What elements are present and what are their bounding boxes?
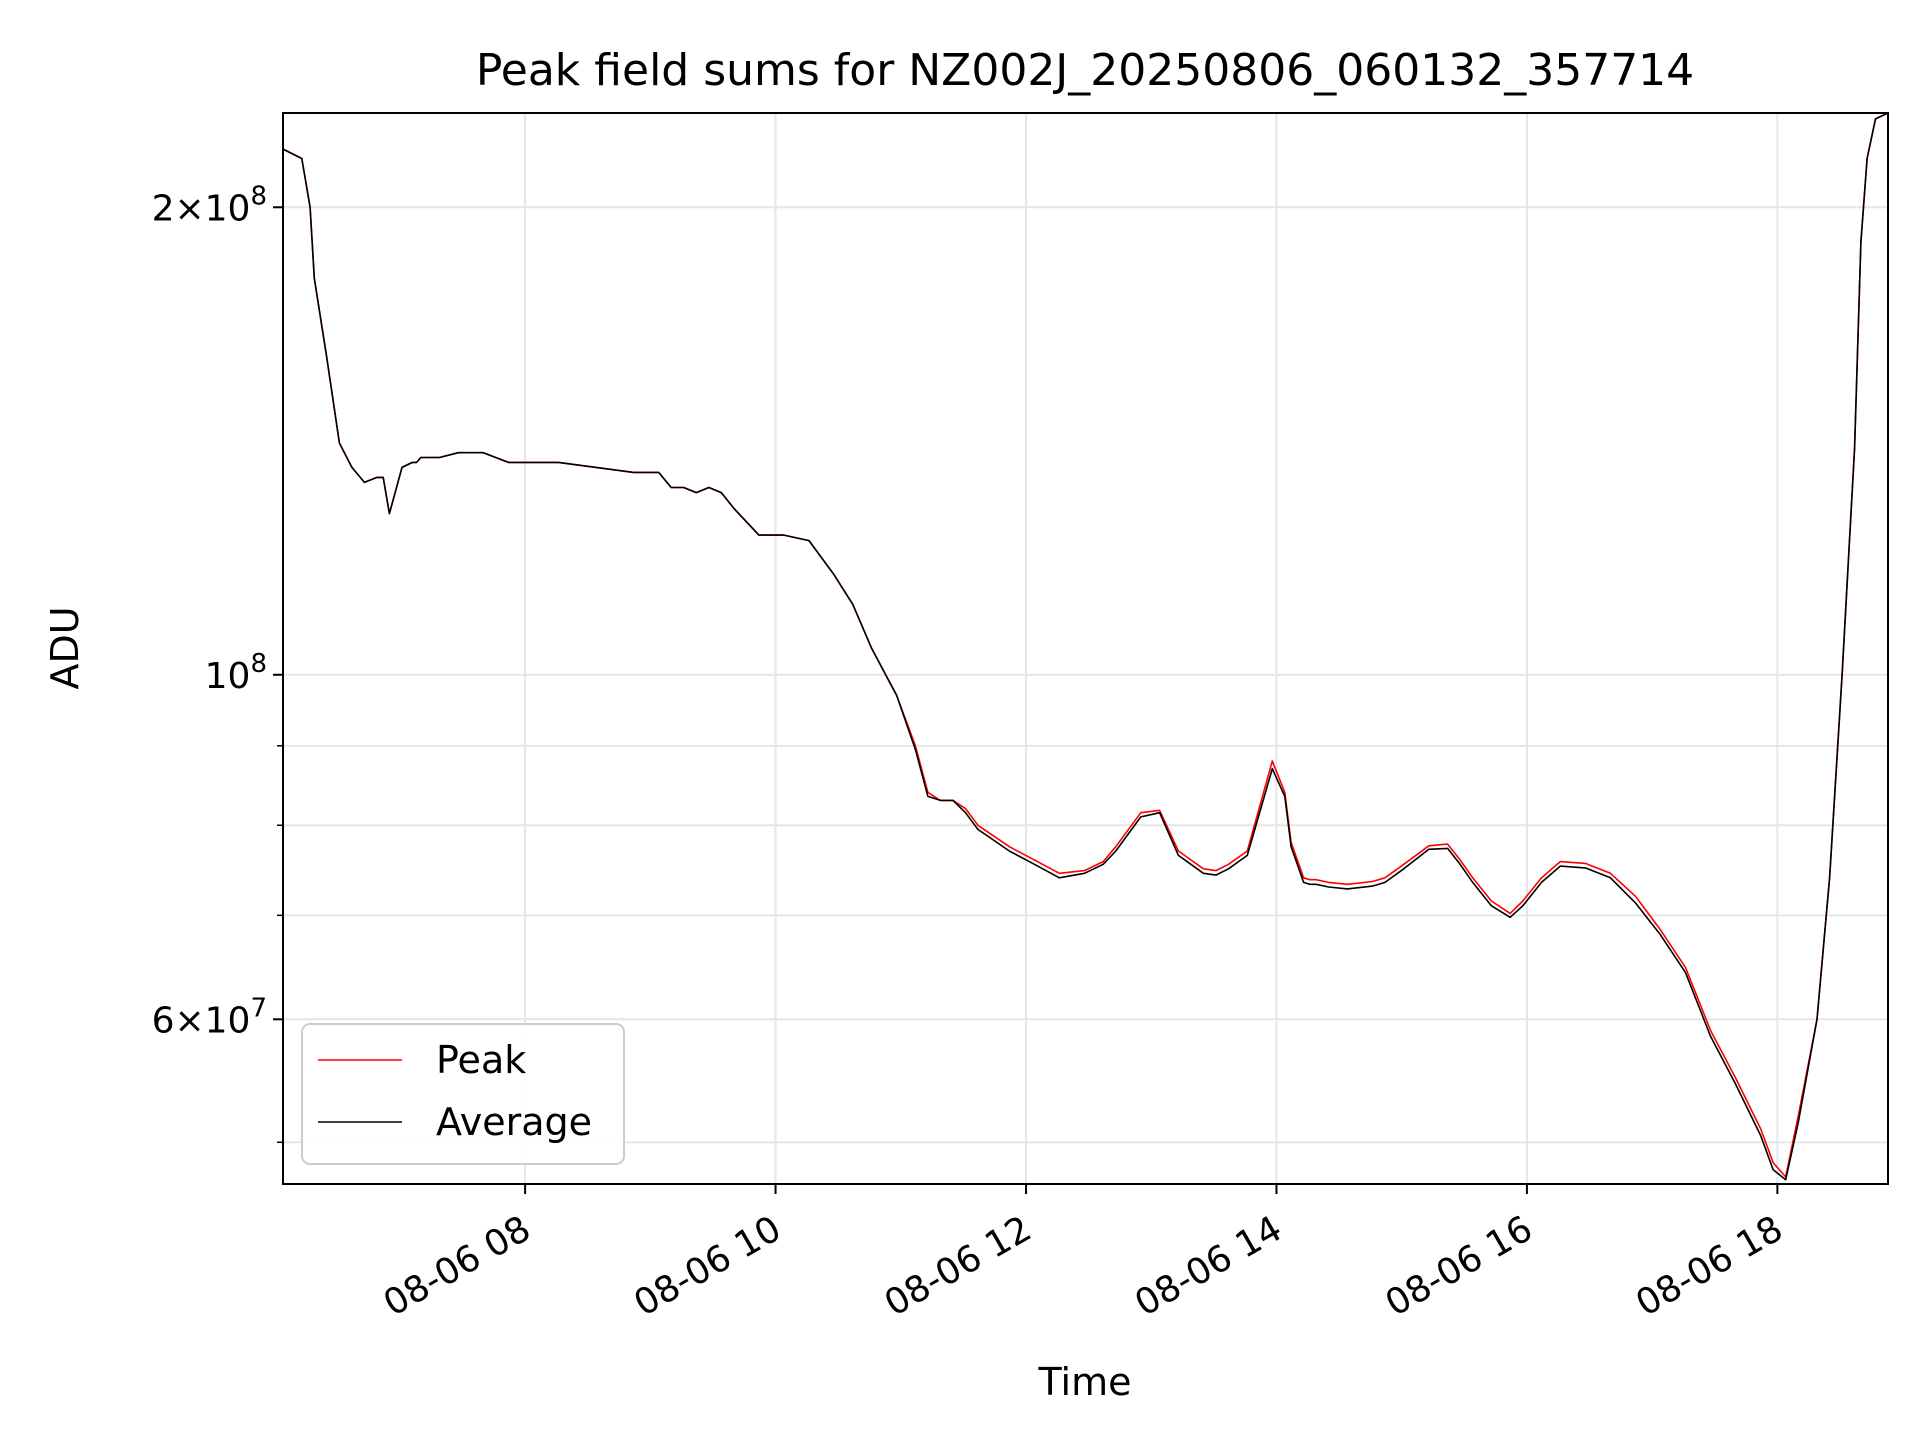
y-axis-label: ADU <box>43 606 87 689</box>
series-line-peak <box>283 113 1888 1178</box>
x-tick-label: 08-06 14 <box>1128 1208 1289 1324</box>
x-tick-label: 08-06 10 <box>627 1208 788 1324</box>
x-tick-label: 08-06 12 <box>878 1208 1039 1324</box>
plot-frame <box>282 112 1889 1185</box>
grid-lines <box>283 113 1888 1184</box>
y-tick-label: 108 <box>205 649 267 697</box>
y-axis-ticks: 2×108 108 6×107 <box>152 181 283 1144</box>
x-tick-label: 08-06 16 <box>1379 1208 1540 1324</box>
legend-label-average: Average <box>436 1100 592 1144</box>
legend-label-peak: Peak <box>436 1038 526 1082</box>
chart-title: Peak field sums for NZ002J_20250806_0601… <box>476 45 1694 96</box>
series-line-average <box>283 113 1888 1181</box>
x-axis-ticks: 08-06 08 08-06 10 08-06 12 08-06 14 08-06 16… <box>377 1184 1790 1325</box>
legend-box <box>301 1023 625 1165</box>
x-axis-label: Time <box>1038 1360 1132 1404</box>
y-tick-label: 2×108 <box>152 181 267 229</box>
y-tick-label: 6×107 <box>152 993 267 1041</box>
series-lines <box>283 113 1888 1181</box>
x-tick-label: 08-06 18 <box>1629 1208 1790 1324</box>
legend: Peak Average <box>301 1023 625 1165</box>
x-tick-label: 08-06 08 <box>377 1208 538 1324</box>
